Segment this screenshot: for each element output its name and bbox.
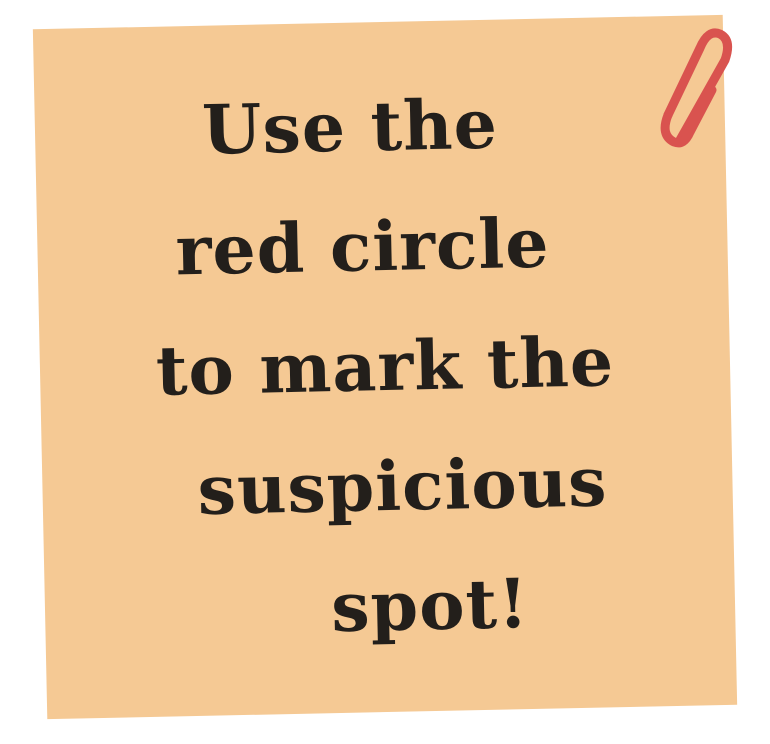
hint-line-4: suspicious: [196, 442, 609, 531]
hint-line-5: spot!: [330, 564, 530, 649]
hint-line-2: red circle: [174, 203, 551, 292]
hint-line-3: to mark the: [155, 322, 615, 412]
hint-message: Use the red circle to mark the suspiciou…: [33, 15, 737, 719]
sticky-note: Use the red circle to mark the suspiciou…: [32, 14, 738, 720]
hint-line-1: Use the: [201, 84, 499, 171]
paperclip-icon: [660, 28, 733, 148]
